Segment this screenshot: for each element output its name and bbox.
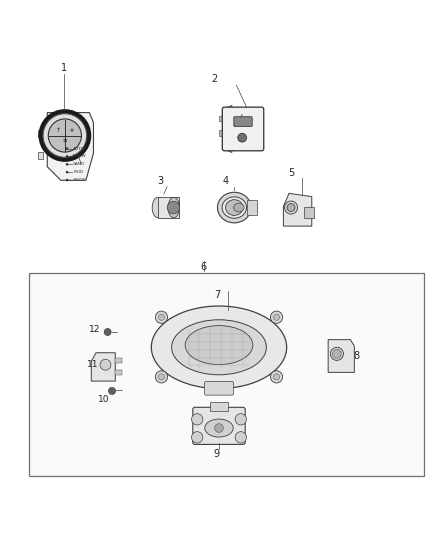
Ellipse shape — [172, 320, 266, 375]
Text: ≡: ≡ — [63, 138, 67, 142]
Text: 1: 1 — [61, 63, 67, 73]
Circle shape — [332, 350, 341, 358]
Bar — [115, 358, 122, 363]
Circle shape — [66, 171, 68, 174]
Ellipse shape — [151, 306, 287, 389]
Circle shape — [235, 414, 247, 425]
Text: 10: 10 — [98, 395, 109, 404]
Circle shape — [273, 374, 279, 380]
Bar — [304, 207, 314, 217]
Text: 11: 11 — [87, 360, 98, 369]
Ellipse shape — [168, 197, 180, 218]
Text: 4: 4 — [223, 176, 229, 187]
PathPatch shape — [91, 353, 115, 381]
Text: MUD: MUD — [73, 170, 83, 174]
Text: SNOW: SNOW — [73, 155, 87, 158]
Ellipse shape — [152, 197, 163, 218]
Circle shape — [66, 147, 68, 150]
Text: SAND: SAND — [73, 163, 85, 166]
Circle shape — [235, 432, 247, 443]
Text: 3: 3 — [157, 176, 163, 187]
Ellipse shape — [185, 326, 253, 365]
Ellipse shape — [330, 348, 343, 360]
Ellipse shape — [100, 359, 111, 370]
Ellipse shape — [222, 197, 247, 218]
Text: 2: 2 — [212, 74, 218, 84]
Bar — [219, 130, 224, 135]
Text: AUTO: AUTO — [73, 147, 85, 151]
Bar — [38, 130, 43, 137]
Text: 7: 7 — [214, 290, 220, 300]
PathPatch shape — [223, 106, 232, 152]
Ellipse shape — [287, 204, 295, 212]
PathPatch shape — [328, 340, 354, 373]
Circle shape — [155, 311, 168, 324]
Circle shape — [66, 155, 68, 158]
Text: ROCK: ROCK — [73, 178, 85, 182]
Bar — [210, 402, 228, 411]
Bar — [247, 200, 257, 215]
Circle shape — [66, 163, 68, 166]
FancyBboxPatch shape — [222, 107, 264, 151]
Ellipse shape — [218, 192, 251, 223]
Ellipse shape — [205, 419, 233, 437]
Circle shape — [48, 119, 81, 152]
Circle shape — [273, 314, 279, 320]
Text: 6: 6 — [201, 262, 207, 271]
FancyBboxPatch shape — [205, 382, 233, 395]
Bar — [38, 152, 43, 159]
FancyBboxPatch shape — [234, 117, 252, 126]
Circle shape — [270, 311, 283, 324]
Circle shape — [191, 414, 203, 425]
Circle shape — [270, 371, 283, 383]
Text: 9: 9 — [213, 449, 219, 459]
Text: ↑: ↑ — [56, 128, 61, 133]
Circle shape — [159, 374, 165, 380]
Circle shape — [155, 371, 168, 383]
Circle shape — [159, 314, 165, 320]
Text: 8: 8 — [353, 351, 360, 361]
FancyBboxPatch shape — [193, 407, 245, 445]
Circle shape — [104, 328, 111, 335]
Circle shape — [167, 201, 180, 214]
Ellipse shape — [233, 203, 244, 212]
Bar — [219, 116, 224, 121]
PathPatch shape — [283, 193, 312, 226]
Bar — [115, 369, 122, 375]
Circle shape — [66, 179, 68, 181]
Text: ❄: ❄ — [69, 128, 73, 133]
Bar — [29, 273, 424, 476]
Circle shape — [39, 110, 90, 161]
Circle shape — [191, 432, 203, 443]
Text: ⚡: ⚡ — [239, 112, 243, 117]
PathPatch shape — [47, 112, 93, 180]
Circle shape — [238, 133, 247, 142]
Text: 12: 12 — [89, 325, 100, 334]
Ellipse shape — [285, 201, 297, 214]
Text: 5: 5 — [288, 168, 294, 177]
Circle shape — [215, 424, 223, 432]
Ellipse shape — [226, 200, 243, 215]
Circle shape — [43, 114, 87, 157]
Bar — [158, 197, 180, 218]
Circle shape — [109, 387, 116, 394]
